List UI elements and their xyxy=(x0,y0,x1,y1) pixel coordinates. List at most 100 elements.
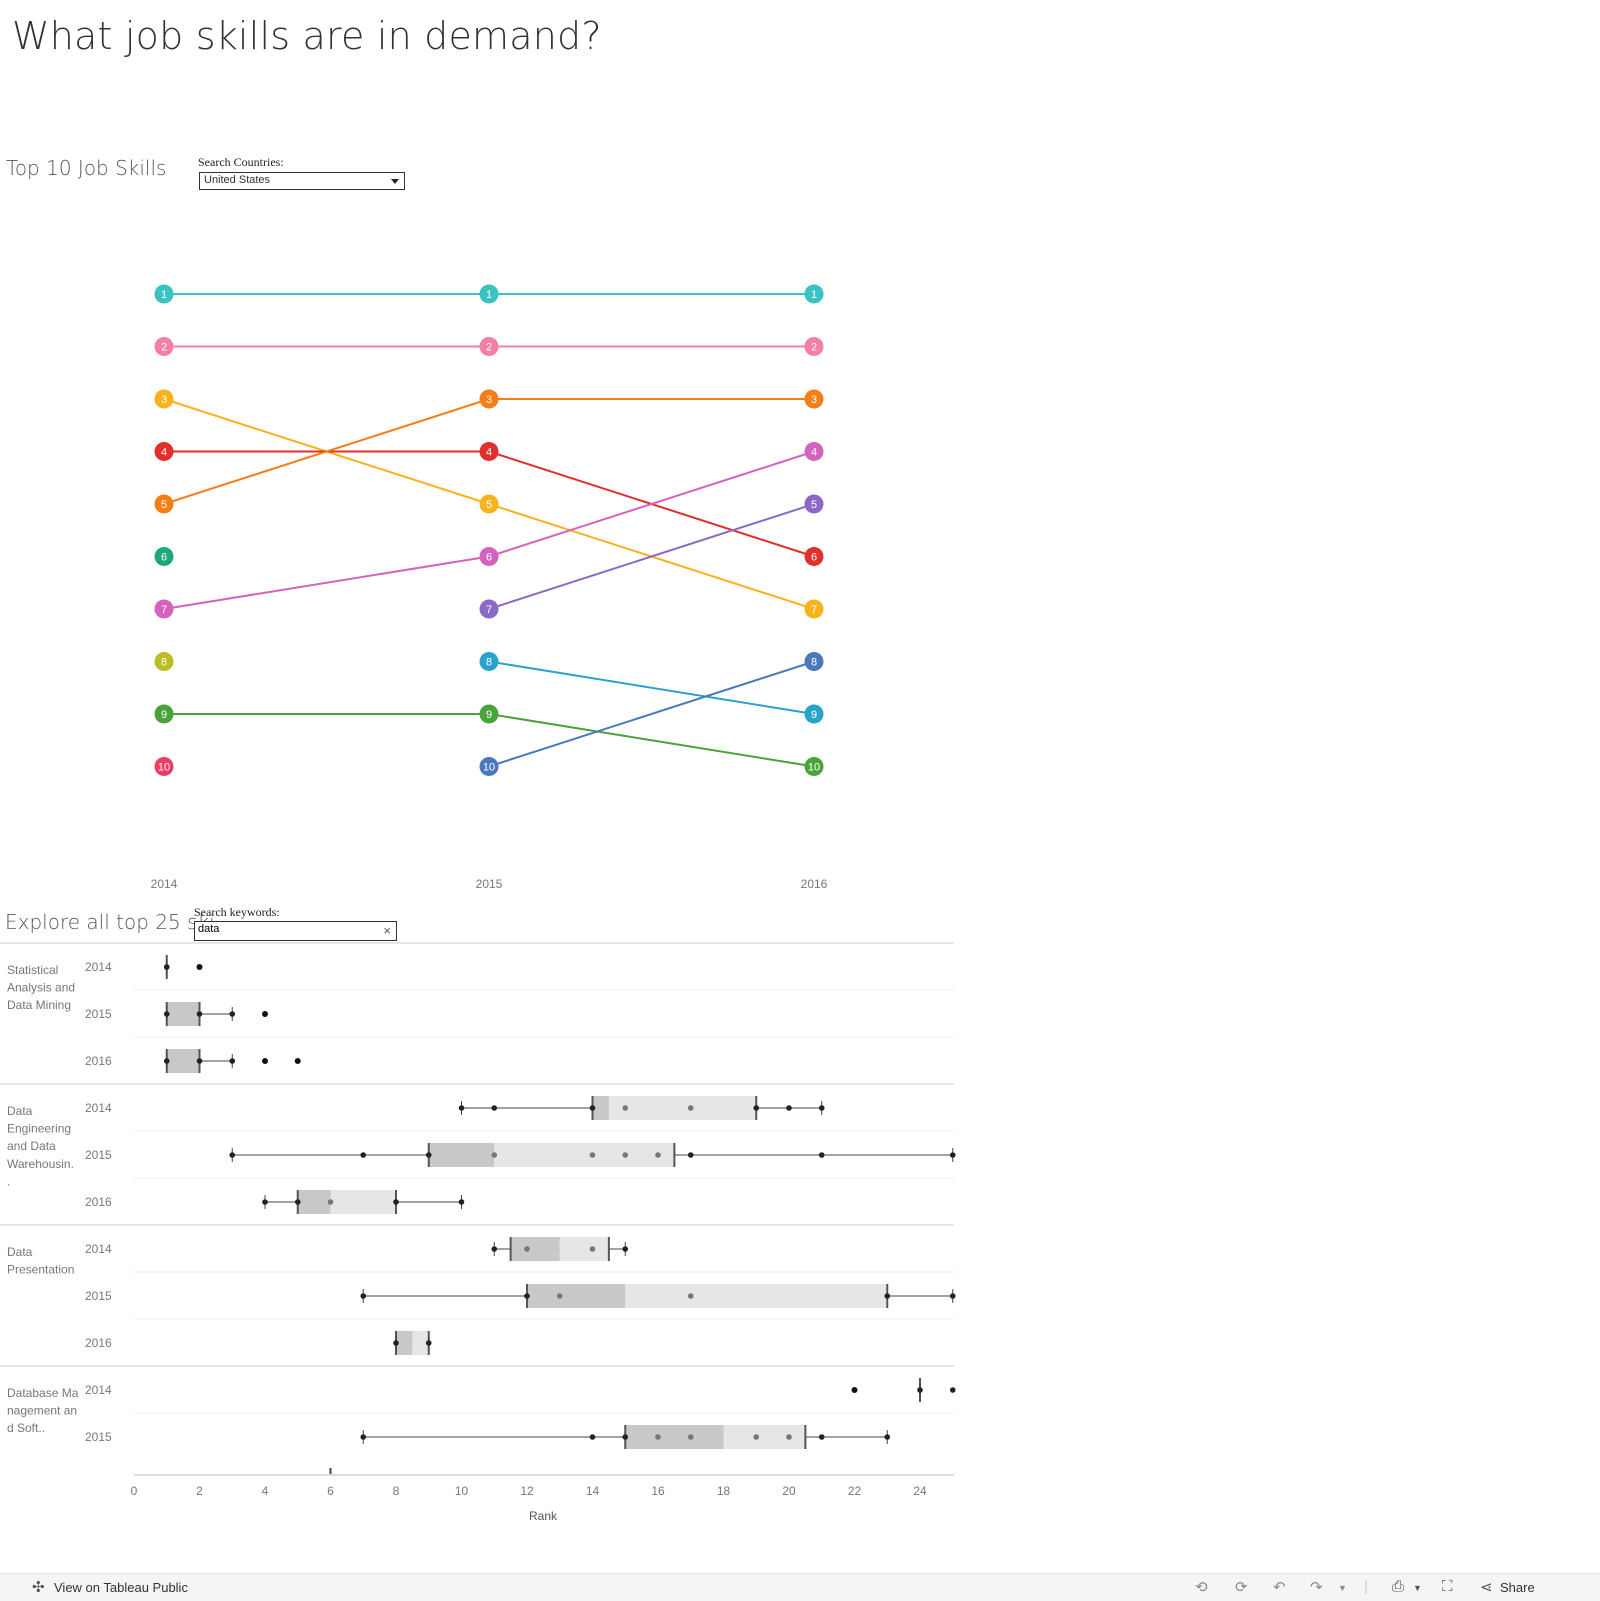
rank-marker xyxy=(479,337,499,356)
rank-label: 2 xyxy=(811,342,817,354)
country-filter-label: Search Countries: xyxy=(198,155,284,169)
skill-label: Data xyxy=(7,1104,33,1118)
data-point xyxy=(589,1152,596,1158)
rank-marker xyxy=(479,442,499,461)
rank-marker xyxy=(154,284,174,304)
x-tick-label: 6 xyxy=(327,1484,334,1498)
rank-label: 8 xyxy=(486,657,492,669)
x-tick-label: 0 xyxy=(131,1484,138,1498)
box-lower xyxy=(592,1096,609,1120)
rank-marker xyxy=(479,389,499,409)
rank-label: 5 xyxy=(811,499,817,511)
revert-icon[interactable]: ↶ xyxy=(1273,1579,1286,1596)
rank-label: 9 xyxy=(811,709,817,721)
year-label: 2014 xyxy=(85,1383,112,1397)
box-lower xyxy=(166,1049,200,1073)
x-tick-label: 12 xyxy=(520,1484,534,1498)
data-point xyxy=(393,1199,399,1205)
rank-marker xyxy=(479,757,499,776)
share-button[interactable]: Share xyxy=(1500,1580,1535,1595)
rank-marker xyxy=(154,599,174,619)
refresh-dropdown-icon[interactable]: ▼ xyxy=(1338,1583,1347,1593)
fullscreen-icon[interactable]: ⛶ xyxy=(1442,1578,1453,1595)
box-lower xyxy=(428,1143,495,1167)
year-label: 2014 xyxy=(85,1101,112,1115)
skill-label: Analysis and xyxy=(7,981,75,995)
rank-label: 9 xyxy=(161,709,167,721)
data-point xyxy=(753,1105,760,1111)
x-tick-label: 16 xyxy=(651,1484,665,1498)
rank-marker xyxy=(154,547,174,566)
country-select-value: United States xyxy=(204,174,271,186)
outlier-point xyxy=(851,1387,858,1393)
box-upper xyxy=(330,1190,396,1214)
rank-marker xyxy=(154,442,174,461)
data-point xyxy=(687,1152,694,1158)
rank-label: 2 xyxy=(161,342,167,354)
year-tick-label: 2016 xyxy=(801,877,828,891)
keyword-search-input[interactable]: data × xyxy=(194,921,397,941)
rank-marker xyxy=(804,284,824,304)
clear-search-icon[interactable]: × xyxy=(383,923,391,938)
rank-label: 4 xyxy=(486,447,492,459)
rank-marker xyxy=(804,494,824,514)
x-tick-label: 4 xyxy=(262,1484,269,1498)
view-on-tableau-link[interactable]: View on Tableau Public xyxy=(54,1580,188,1595)
rank-marker xyxy=(804,757,824,776)
x-tick-label: 18 xyxy=(717,1484,731,1498)
rank-label: 3 xyxy=(811,394,817,406)
year-label: 2014 xyxy=(85,960,112,974)
skill-label: . xyxy=(7,1174,10,1188)
rank-label: 6 xyxy=(811,552,817,564)
data-point xyxy=(818,1105,825,1111)
data-point xyxy=(556,1293,563,1299)
keyword-filter-label: Search keywords: xyxy=(194,905,280,919)
skill-label: Data Mining xyxy=(7,998,71,1012)
box-lower xyxy=(510,1237,560,1261)
top10-bump-chart: 1 1 1 2 2 2 3 5 7 4 4 6 5 3 3 6 7 6 4 8 9 9 10 10 7 5 8 9 10 8 2014 201… xyxy=(151,284,828,891)
tableau-footer: ✣ View on Tableau Public ⟲ ⟳ ↶ ↷ ▼ | ⎙ ▼… xyxy=(0,1573,1600,1601)
data-point xyxy=(229,1011,236,1017)
data-point xyxy=(949,1152,956,1158)
series-line xyxy=(488,660,815,768)
dropdown-arrow-icon[interactable] xyxy=(391,179,399,184)
country-select[interactable]: United States xyxy=(199,172,405,190)
rank-label: 9 xyxy=(486,709,492,721)
refresh-icon[interactable]: ↷ xyxy=(1310,1579,1323,1596)
rank-marker xyxy=(479,547,499,566)
rank-label: 5 xyxy=(486,499,492,511)
download-dropdown-icon[interactable]: ▼ xyxy=(1413,1583,1422,1593)
x-tick-label: 10 xyxy=(455,1484,469,1498)
redo-icon[interactable]: ⟳ xyxy=(1235,1579,1248,1596)
rank-label: 10 xyxy=(158,762,170,774)
rank-marker xyxy=(479,599,499,619)
data-point xyxy=(786,1434,792,1440)
data-point xyxy=(327,1199,334,1205)
box-upper xyxy=(723,1425,806,1449)
year-tick-label: 2015 xyxy=(476,877,503,891)
rank-marker xyxy=(804,652,824,671)
rank-marker xyxy=(804,599,824,619)
box-upper xyxy=(625,1284,888,1308)
data-point xyxy=(917,1387,923,1393)
box-lower xyxy=(625,1425,724,1449)
box-lower xyxy=(166,1002,200,1026)
data-point xyxy=(655,1152,661,1158)
box-upper xyxy=(608,1096,757,1120)
series-line xyxy=(488,713,815,768)
year-label: 2016 xyxy=(85,1054,112,1068)
rank-label: 7 xyxy=(811,604,817,616)
data-point xyxy=(360,1434,367,1440)
x-axis-label: Rank xyxy=(529,1509,558,1523)
rank-label: 7 xyxy=(161,604,167,616)
year-tick-label: 2014 xyxy=(151,877,178,891)
tableau-logo-icon[interactable]: ✣ xyxy=(32,1579,45,1596)
data-point xyxy=(884,1434,891,1440)
explore-title: Explore all top 25 ski xyxy=(5,910,215,934)
data-point xyxy=(687,1434,694,1440)
undo-icon[interactable]: ⟲ xyxy=(1195,1579,1208,1596)
download-icon[interactable]: ⎙ xyxy=(1392,1578,1405,1595)
share-icon[interactable]: ⋖ xyxy=(1480,1579,1493,1596)
skill-label: nagement an xyxy=(7,1404,77,1418)
